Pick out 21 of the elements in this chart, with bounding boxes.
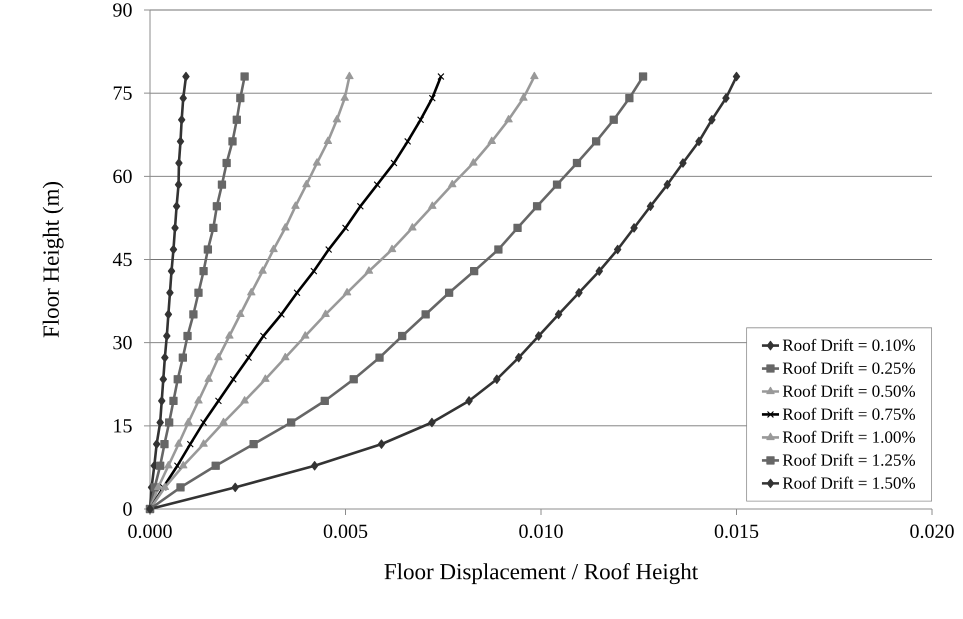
- y-tick-label: 90: [113, 3, 132, 17]
- y-axis-title: Floor Height (m): [42, 182, 64, 338]
- y-tick-label: 60: [113, 170, 132, 184]
- y-tick-label: 45: [112, 252, 132, 266]
- x-tick-label: 0.010: [519, 524, 563, 538]
- legend-label: Roof Drift = 1.50%: [782, 476, 916, 489]
- legend-label: Roof Drift = 0.50%: [782, 384, 916, 397]
- x-tick-label: 0.020: [910, 524, 954, 538]
- y-tick-label: 75: [114, 86, 132, 100]
- legend-label: Roof Drift = 0.10%: [782, 338, 916, 352]
- legend-label: Roof Drift = 1.25%: [782, 454, 916, 466]
- y-tick-label: 15: [114, 419, 132, 433]
- legend-label: Roof Drift = 1.00%: [782, 430, 916, 443]
- x-tick-label: 0.000: [128, 524, 172, 538]
- y-tick-label: 30: [113, 336, 132, 350]
- x-tick-label: 0.005: [324, 524, 368, 538]
- x-tick-label: 0.015: [714, 524, 758, 538]
- legend-label: Roof Drift = 0.75%: [782, 408, 916, 420]
- y-tick-label: 0: [123, 502, 132, 516]
- legend-label: Roof Drift = 0.25%: [782, 362, 916, 374]
- x-axis-title: Floor Displacement / Roof Height: [384, 562, 698, 584]
